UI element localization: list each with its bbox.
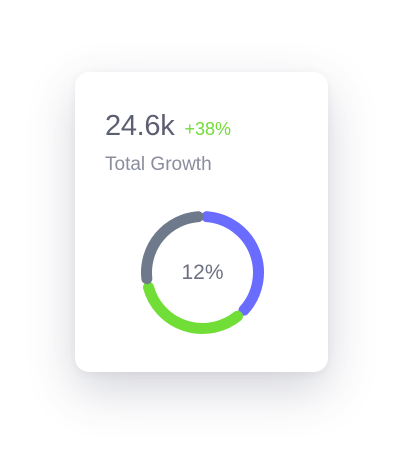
growth-value: 24.6k	[105, 110, 175, 142]
donut-segment-1	[201, 211, 264, 316]
growth-change: +38%	[184, 119, 231, 139]
donut-center-label: 12%	[181, 260, 224, 284]
growth-donut-chart: 12%	[135, 205, 270, 340]
donut-segment-2	[142, 281, 244, 334]
growth-label: Total Growth	[105, 154, 212, 175]
stat-row: 24.6k +38%	[105, 110, 231, 143]
donut-svg	[141, 211, 264, 334]
growth-card: 24.6k +38% Total Growth 12%	[75, 72, 328, 372]
donut-segment-3	[141, 211, 204, 285]
